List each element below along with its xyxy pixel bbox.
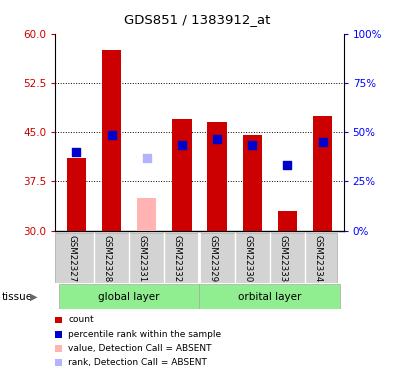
Text: value, Detection Call = ABSENT: value, Detection Call = ABSENT bbox=[68, 344, 212, 353]
Text: orbital layer: orbital layer bbox=[238, 292, 301, 302]
Bar bbox=[207, 122, 227, 231]
Point bbox=[214, 136, 220, 142]
Point bbox=[73, 149, 79, 155]
Text: ▶: ▶ bbox=[30, 292, 37, 302]
Text: GDS851 / 1383912_at: GDS851 / 1383912_at bbox=[124, 13, 271, 26]
Bar bbox=[102, 50, 121, 231]
Bar bbox=[67, 158, 86, 231]
Bar bbox=[199, 284, 340, 309]
Bar bbox=[243, 135, 262, 231]
Bar bbox=[278, 211, 297, 231]
Text: GSM22330: GSM22330 bbox=[243, 235, 252, 282]
Point bbox=[284, 162, 291, 168]
Text: tissue: tissue bbox=[2, 292, 33, 302]
Point bbox=[249, 142, 256, 148]
Text: count: count bbox=[68, 315, 94, 324]
Text: GSM22334: GSM22334 bbox=[314, 235, 323, 282]
Text: GSM22329: GSM22329 bbox=[208, 235, 217, 282]
Bar bbox=[172, 119, 192, 231]
Point bbox=[320, 139, 326, 145]
Bar bbox=[313, 116, 332, 231]
Bar bbox=[59, 284, 199, 309]
Text: rank, Detection Call = ABSENT: rank, Detection Call = ABSENT bbox=[68, 358, 207, 367]
Text: global layer: global layer bbox=[98, 292, 160, 302]
Text: GSM22328: GSM22328 bbox=[103, 235, 111, 282]
Point bbox=[108, 132, 115, 138]
Point bbox=[179, 142, 185, 148]
Text: GSM22332: GSM22332 bbox=[173, 235, 182, 282]
Text: GSM22333: GSM22333 bbox=[278, 235, 288, 282]
Text: percentile rank within the sample: percentile rank within the sample bbox=[68, 330, 222, 339]
Point bbox=[143, 155, 150, 161]
Bar bbox=[137, 198, 156, 231]
Text: GSM22331: GSM22331 bbox=[138, 235, 147, 282]
Text: GSM22327: GSM22327 bbox=[68, 235, 76, 282]
